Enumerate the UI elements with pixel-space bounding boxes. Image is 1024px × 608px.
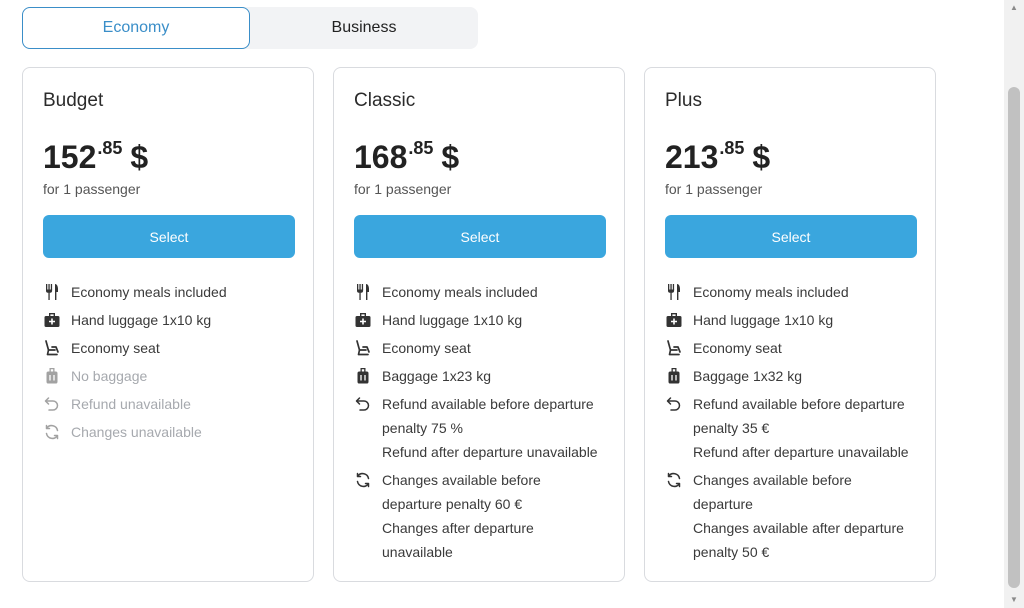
- vertical-scrollbar[interactable]: ▲ ▼: [1004, 0, 1024, 608]
- feature-text: Changes available before: [382, 472, 541, 488]
- fare-card-budget: Budget 152.85 $ for 1 passenger Select Ec…: [22, 67, 314, 582]
- feature-item: Economy seat: [354, 336, 616, 360]
- price-currency: $: [441, 139, 460, 175]
- feature-item: No baggage: [43, 364, 305, 388]
- feature-item: Hand luggage 1x10 kg: [43, 308, 305, 332]
- feature-item: Baggage 1x32 kg: [665, 364, 927, 388]
- feature-text: Refund after departure unavailable: [382, 444, 598, 460]
- feature-item: Refund available before departure penalty…: [354, 392, 616, 464]
- feature-item: Changes available before departure penalt…: [354, 468, 616, 564]
- feature-item: Hand luggage 1x10 kg: [665, 308, 927, 332]
- fare-title: Classic: [354, 90, 416, 111]
- feature-item: Economy meals included: [665, 280, 927, 304]
- feature-text: Changes available after departure: [693, 520, 904, 536]
- feature-item: Changes unavailable: [43, 420, 305, 444]
- feature-text: Economy seat: [382, 340, 471, 356]
- feature-text: Baggage 1x23 kg: [382, 368, 491, 384]
- baggage-icon: [354, 367, 372, 385]
- fare-price: 152.85 $: [43, 138, 148, 176]
- feature-item: Hand luggage 1x10 kg: [354, 308, 616, 332]
- feature-text: Changes unavailable: [71, 424, 202, 440]
- feature-text: unavailable: [382, 544, 453, 560]
- hand-luggage-icon: [665, 311, 683, 329]
- tab-business[interactable]: Business: [331, 19, 397, 36]
- refund-icon: [43, 395, 61, 413]
- changes-icon: [665, 471, 683, 489]
- fare-title: Plus: [665, 90, 702, 111]
- feature-text: penalty 50 €: [693, 544, 770, 560]
- feature-item: Refund available before departure penalty…: [665, 392, 927, 464]
- feature-item: Refund unavailable: [43, 392, 305, 416]
- feature-text: penalty 35 €: [693, 420, 770, 436]
- feature-item: Economy seat: [43, 336, 305, 360]
- select-plus-button[interactable]: Select: [665, 215, 917, 258]
- feature-text: Economy meals included: [71, 284, 227, 300]
- cabin-class-tabs: Economy Business: [22, 7, 478, 49]
- feature-text: departure penalty 60 €: [382, 496, 523, 512]
- feature-list: Economy meals included Hand luggage 1x10 …: [665, 280, 927, 568]
- feature-text: No baggage: [71, 368, 148, 384]
- feature-text: Refund after departure unavailable: [693, 444, 909, 460]
- price-currency: $: [752, 139, 771, 175]
- price-currency: $: [130, 139, 149, 175]
- price-cents: .85: [408, 138, 434, 158]
- meal-icon: [354, 283, 372, 301]
- fare-title: Budget: [43, 90, 104, 111]
- refund-icon: [665, 395, 683, 413]
- refund-icon: [354, 395, 372, 413]
- fare-price: 213.85 $: [665, 138, 770, 176]
- feature-text: penalty 75 %: [382, 420, 463, 436]
- feature-item: Baggage 1x23 kg: [354, 364, 616, 388]
- feature-text: Refund available before departure: [382, 396, 594, 412]
- scroll-up-arrow-icon[interactable]: ▲: [1010, 3, 1018, 12]
- scroll-thumb[interactable]: [1008, 87, 1020, 588]
- feature-list: Economy meals included Hand luggage 1x10 …: [43, 280, 305, 448]
- hand-luggage-icon: [354, 311, 372, 329]
- price-whole: 213: [665, 139, 719, 175]
- feature-item: Economy meals included: [43, 280, 305, 304]
- seat-icon: [354, 339, 372, 357]
- feature-text: Refund unavailable: [71, 396, 191, 412]
- feature-text: Baggage 1x32 kg: [693, 368, 802, 384]
- seat-icon: [43, 339, 61, 357]
- feature-text: Changes after departure: [382, 520, 534, 536]
- select-budget-button[interactable]: Select: [43, 215, 295, 258]
- feature-list: Economy meals included Hand luggage 1x10 …: [354, 280, 616, 568]
- baggage-icon: [43, 367, 61, 385]
- feature-item: Economy seat: [665, 336, 927, 360]
- fare-card-classic: Classic 168.85 $ for 1 passenger Select E…: [333, 67, 625, 582]
- price-whole: 152: [43, 139, 97, 175]
- feature-text: departure: [693, 496, 753, 512]
- feature-text: Hand luggage 1x10 kg: [382, 312, 523, 328]
- feature-text: Economy seat: [693, 340, 782, 356]
- meal-icon: [665, 283, 683, 301]
- passenger-count: for 1 passenger: [43, 181, 141, 197]
- feature-text: Hand luggage 1x10 kg: [693, 312, 834, 328]
- feature-text: Refund available before departure: [693, 396, 905, 412]
- feature-text: Changes available before: [693, 472, 852, 488]
- fare-price: 168.85 $: [354, 138, 459, 176]
- feature-text: Economy seat: [71, 340, 160, 356]
- baggage-icon: [665, 367, 683, 385]
- fare-card-plus: Plus 213.85 $ for 1 passenger Select Econ…: [644, 67, 936, 582]
- changes-icon: [43, 423, 61, 441]
- feature-item: Economy meals included: [354, 280, 616, 304]
- scroll-down-arrow-icon[interactable]: ▼: [1010, 595, 1018, 604]
- feature-text: Economy meals included: [693, 284, 849, 300]
- hand-luggage-icon: [43, 311, 61, 329]
- tab-economy[interactable]: Economy: [22, 7, 250, 49]
- select-classic-button[interactable]: Select: [354, 215, 606, 258]
- price-cents: .85: [719, 138, 745, 158]
- meal-icon: [43, 283, 61, 301]
- price-cents: .85: [97, 138, 123, 158]
- seat-icon: [665, 339, 683, 357]
- price-whole: 168: [354, 139, 408, 175]
- passenger-count: for 1 passenger: [354, 181, 452, 197]
- feature-text: Economy meals included: [382, 284, 538, 300]
- passenger-count: for 1 passenger: [665, 181, 763, 197]
- feature-text: Hand luggage 1x10 kg: [71, 312, 212, 328]
- changes-icon: [354, 471, 372, 489]
- feature-item: Changes available before departure Changes…: [665, 468, 927, 564]
